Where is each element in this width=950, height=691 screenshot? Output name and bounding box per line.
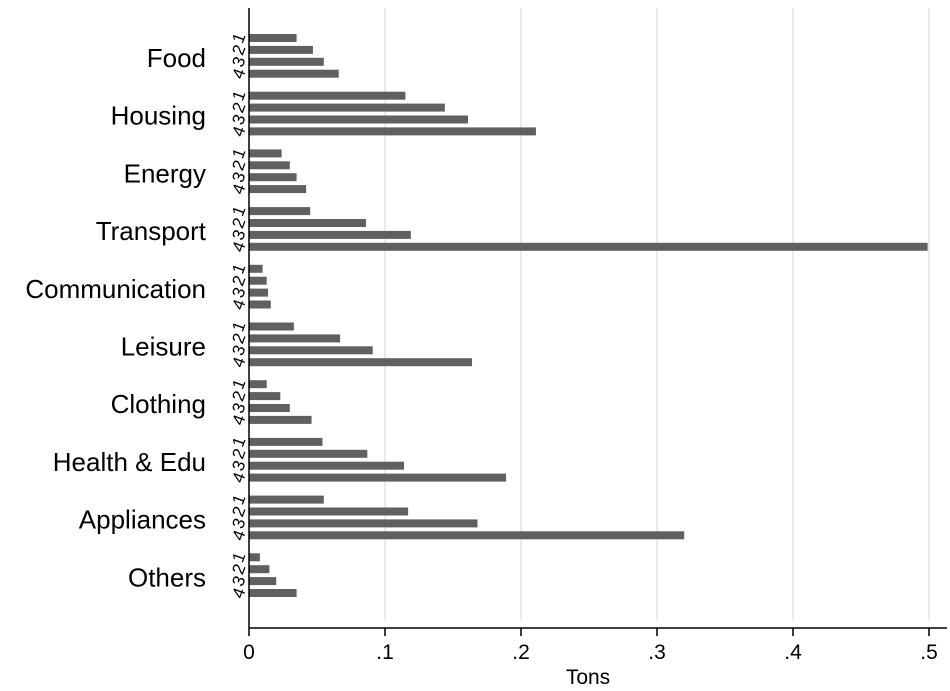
category-label: Communication	[25, 274, 206, 304]
bar-housing-4	[249, 127, 536, 136]
bar-transport-4	[249, 242, 928, 251]
bar-clothing-2	[249, 392, 281, 401]
bar-leisure-3	[249, 346, 373, 355]
bar-transport-3	[249, 230, 411, 239]
category-label: Others	[128, 562, 206, 592]
bar-energy-2	[249, 161, 290, 170]
x-tick-label: .3	[648, 641, 666, 664]
bar-health-edu-4	[249, 473, 507, 482]
bar-communication-3	[249, 288, 269, 297]
category-label: Leisure	[121, 332, 206, 362]
bar-others-4	[249, 589, 297, 597]
bar-health-edu-3	[249, 461, 405, 470]
bar-leisure-4	[249, 358, 473, 367]
bar-communication-4	[249, 300, 271, 309]
bar-food-4	[249, 69, 339, 78]
axes: 0 .1 .2 .3 .4 .5	[243, 8, 947, 664]
bar-leisure-2	[249, 334, 341, 343]
category-label: Health & Edu	[53, 447, 206, 477]
bar-others-2	[249, 565, 270, 574]
x-tick-label: 0	[243, 641, 255, 664]
x-tick-label: .1	[376, 641, 394, 664]
bar-food-3	[249, 57, 324, 66]
bar-energy-1	[249, 149, 282, 158]
bar-transport-1	[249, 207, 311, 216]
category-label: Housing	[111, 101, 206, 131]
bar-appliances-4	[249, 531, 685, 540]
x-tick-label: .5	[920, 641, 938, 664]
bar-communication-2	[249, 276, 267, 285]
category-label: Energy	[124, 158, 206, 188]
category-label: Transport	[96, 216, 207, 246]
x-axis-title: Tons	[566, 666, 610, 689]
bar-appliances-1	[249, 495, 324, 504]
x-tick-label: .4	[784, 641, 802, 664]
bar-energy-4	[249, 185, 307, 194]
bar-food-2	[249, 45, 313, 54]
category-label: Food	[147, 43, 206, 73]
grid-lines	[384, 8, 930, 620]
bar-transport-2	[249, 219, 366, 227]
bar-housing-1	[249, 91, 406, 100]
bar-health-edu-1	[249, 437, 323, 446]
bar-food-1	[249, 34, 297, 42]
category-label: Appliances	[79, 505, 206, 535]
bar-appliances-3	[249, 519, 478, 528]
bar-housing-2	[249, 103, 445, 112]
bars	[249, 34, 928, 597]
bar-energy-3	[249, 173, 297, 182]
bar-communication-1	[249, 264, 263, 273]
bar-others-3	[249, 577, 277, 586]
bar-clothing-3	[249, 404, 290, 412]
category-labels: Food1234Housing1234Energy1234Transport12…	[25, 30, 249, 600]
category-label: Clothing	[111, 389, 206, 419]
bar-leisure-1	[249, 322, 294, 331]
x-tick-label: .2	[512, 641, 530, 664]
bar-appliances-2	[249, 507, 409, 516]
bar-health-edu-2	[249, 449, 368, 458]
bar-clothing-4	[249, 415, 312, 424]
bar-housing-3	[249, 115, 468, 124]
bar-others-1	[249, 553, 260, 562]
bar-clothing-1	[249, 380, 267, 389]
